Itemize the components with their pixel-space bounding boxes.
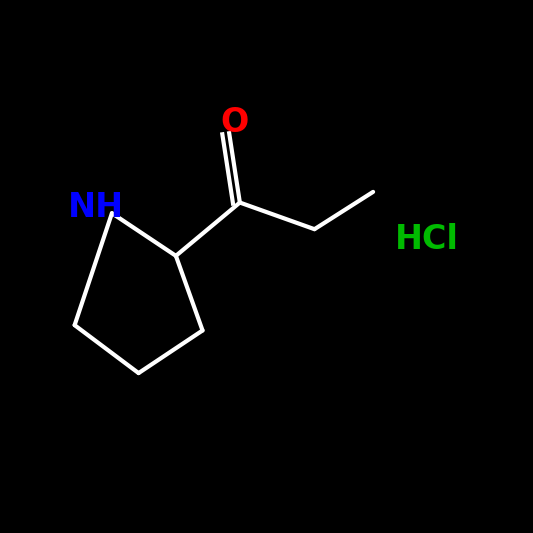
Text: NH: NH xyxy=(68,191,124,224)
Text: O: O xyxy=(220,106,249,139)
Text: HCl: HCl xyxy=(394,223,458,256)
